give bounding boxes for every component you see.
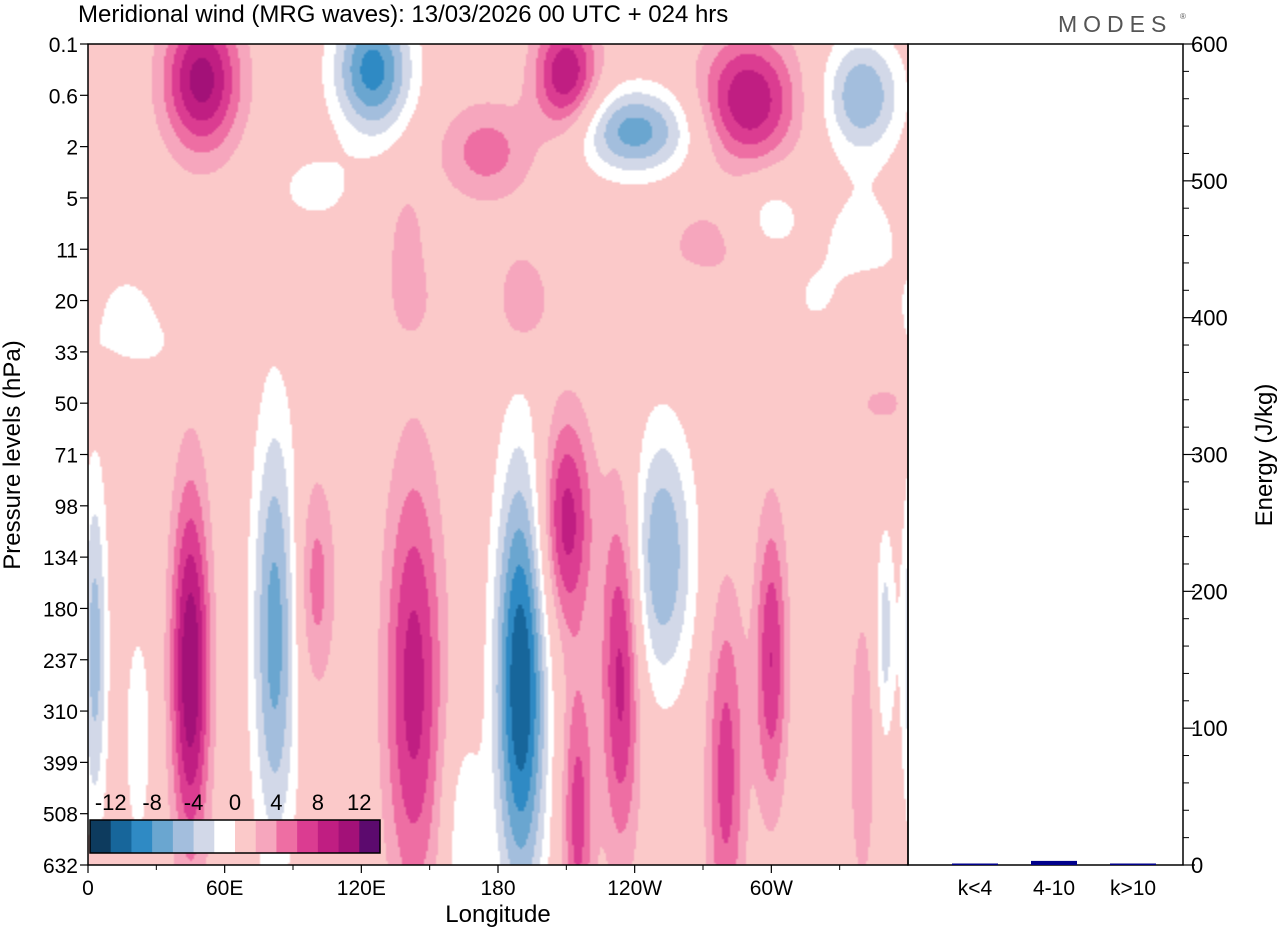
energy-bar (1031, 860, 1077, 865)
x-axis: 0 60E 120E 180 120W 60W (82, 865, 841, 900)
y-tick-label: 0.1 (49, 34, 78, 57)
energy-bars (952, 860, 1156, 865)
energy-tick-label: 400 (1191, 306, 1228, 331)
energy-tick-label: 0 (1191, 853, 1203, 878)
energy-tick-label: 300 (1191, 443, 1228, 468)
energy-axis-label: Energy (J/kg) (1251, 384, 1278, 527)
heatmap-panel: 0.1 0.6 2 5 11 20 33 50 71 98 134 180 237 310 399 508 63… (0, 34, 909, 928)
energy-frame (907, 43, 1184, 866)
energy-category-label: k>10 (1110, 877, 1156, 900)
colorbar-swatch (276, 820, 298, 853)
colorbar-swatch (110, 820, 132, 853)
y-tick-label: 11 (56, 239, 78, 262)
colorbar-label: -4 (184, 790, 204, 815)
energy-tick-label: 600 (1191, 32, 1228, 57)
colorbar-swatch (359, 820, 381, 853)
energy-tick-label: 500 (1191, 169, 1228, 194)
x-tick-label: 120E (337, 877, 386, 900)
y-tick-label: 134 (43, 547, 78, 570)
colorbar-swatch (297, 820, 319, 853)
modes-logo: MODES (1058, 11, 1172, 37)
energy-bar (952, 863, 998, 865)
colorbar-swatch (152, 820, 174, 853)
energy-category-label: k<4 (958, 877, 993, 900)
y-tick-label: 508 (43, 804, 78, 827)
y-tick-label: 2 (66, 137, 78, 160)
registered-mark: ® (1180, 12, 1186, 21)
colorbar-swatch (193, 820, 215, 853)
colorbar-swatch (214, 820, 236, 853)
y-tick-label: 98 (55, 496, 78, 519)
y-tick-label: 50 (55, 393, 78, 416)
y-tick-label: 180 (43, 598, 78, 621)
energy-y-axis: 0 100 200 300 400 500 600 (1183, 32, 1228, 878)
energy-tick-label: 100 (1191, 716, 1228, 741)
y-tick-label: 71 (55, 445, 78, 468)
y-tick-label: 310 (43, 701, 78, 724)
y-axis: 0.1 0.6 2 5 11 20 33 50 71 98 134 180 237 310 399 508 63… (43, 34, 88, 878)
colorbar-label: 4 (270, 790, 282, 815)
energy-bar (1110, 863, 1156, 865)
colorbar-label: 8 (312, 790, 324, 815)
x-tick-label: 60E (206, 877, 243, 900)
energy-tick-label: 200 (1191, 579, 1228, 604)
colorbar-label: -12 (95, 790, 127, 815)
colorbar-swatch (255, 820, 277, 853)
colorbar-swatch (172, 820, 195, 853)
energy-panel: 0 100 200 300 400 500 600 k<4 4-10 k>10 Energy (… (907, 32, 1278, 900)
y-axis-label: Pressure levels (hPa) (0, 340, 26, 569)
x-tick-label: 60W (750, 877, 793, 900)
energy-category-label: 4-10 (1033, 877, 1075, 900)
colorbar-label: 0 (229, 790, 241, 815)
energy-x-axis: k<4 4-10 k>10 (958, 877, 1156, 900)
x-tick-label: 0 (82, 877, 94, 900)
y-tick-label: 399 (43, 752, 78, 775)
colorbar: -12 -8 -4 0 4 8 12 (89, 790, 381, 854)
colorbar-label: -8 (142, 790, 162, 815)
colorbar-swatch (131, 820, 153, 853)
colorbar-swatch (90, 820, 112, 853)
y-tick-label: 0.6 (49, 85, 78, 108)
heatmap-field (88, 44, 908, 865)
y-tick-label: 33 (55, 342, 78, 365)
colorbar-frame (89, 819, 381, 854)
y-tick-label: 237 (43, 650, 78, 673)
colorbar-label: 12 (347, 790, 371, 815)
y-tick-label: 5 (66, 188, 78, 211)
x-axis-label: Longitude (445, 901, 550, 928)
colorbar-swatch (317, 820, 340, 853)
chart-title: Meridional wind (MRG waves): 13/03/2026 … (78, 1, 728, 28)
x-tick-label: 180 (480, 877, 515, 900)
x-tick-label: 120W (607, 877, 662, 900)
colorbar-swatch (235, 820, 257, 853)
y-tick-label: 632 (43, 855, 78, 878)
colorbar-swatch (338, 820, 360, 853)
y-tick-label: 20 (55, 291, 78, 314)
